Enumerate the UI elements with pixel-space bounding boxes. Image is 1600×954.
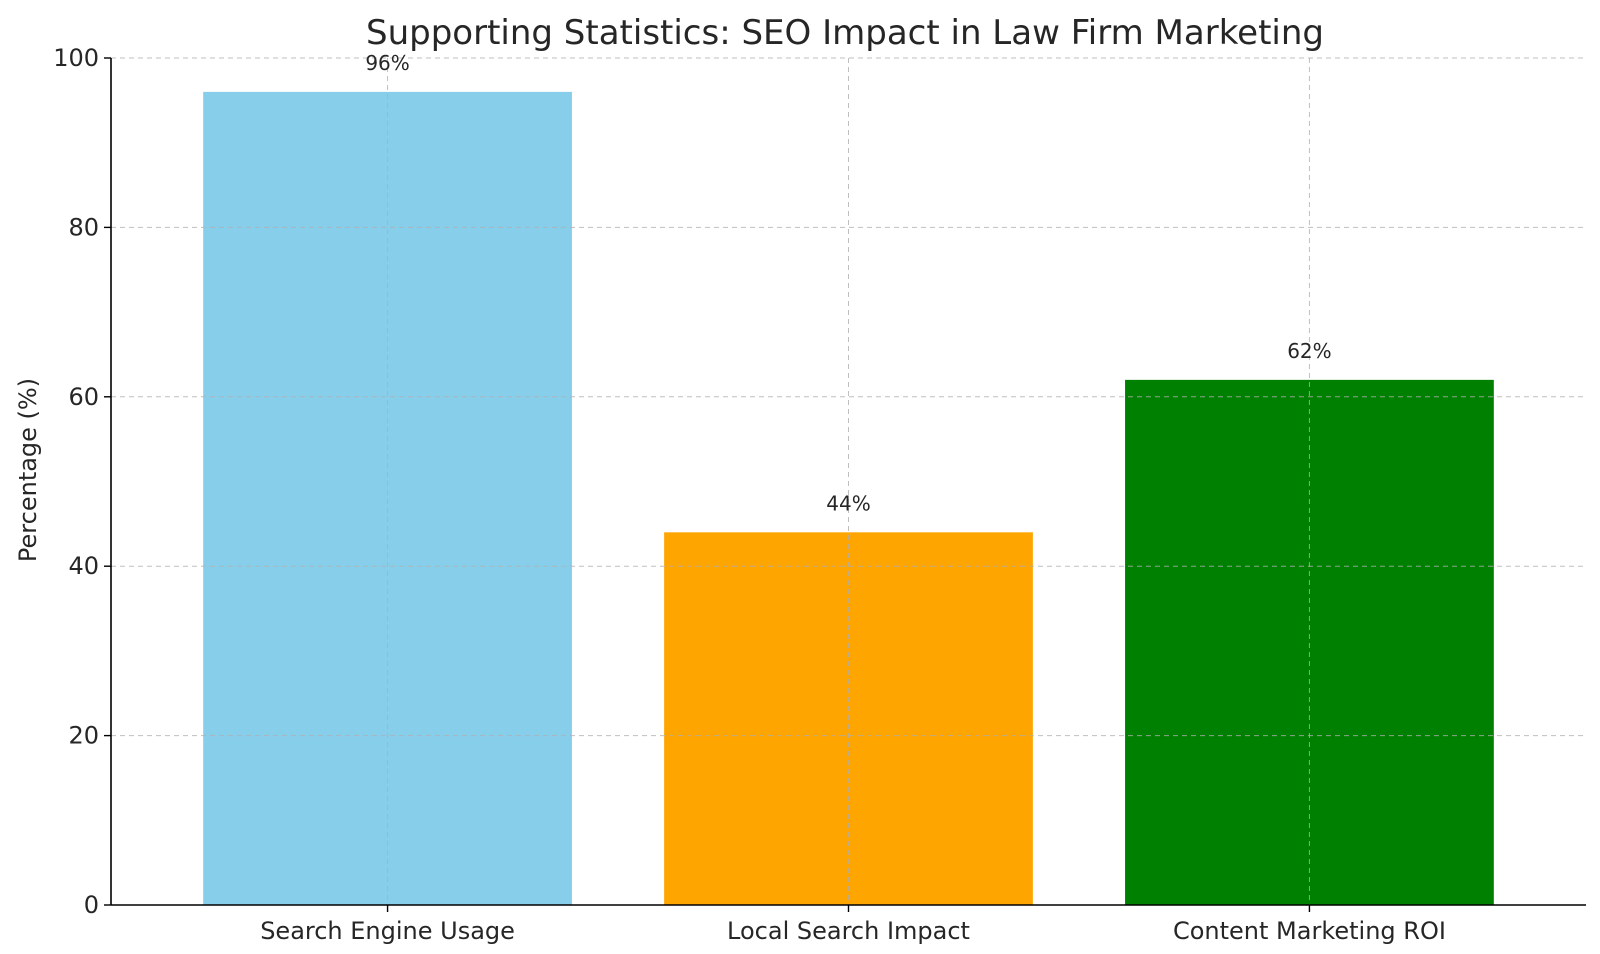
y-tick-label: 0 — [84, 891, 99, 919]
y-tick-label: 80 — [68, 213, 99, 241]
data-label: 96% — [365, 51, 409, 75]
y-axis-label: Percentage (%) — [14, 378, 42, 562]
y-tick-label: 100 — [53, 44, 99, 72]
y-tick-label: 40 — [68, 552, 99, 580]
x-tick-label: Content Marketing ROI — [1173, 917, 1446, 945]
axes-layer — [104, 57, 1586, 912]
grid-layer — [111, 57, 1586, 905]
data-label: 44% — [826, 491, 870, 515]
y-tick-label: 60 — [68, 383, 99, 411]
x-tick-label: Local Search Impact — [727, 917, 970, 945]
data-label: 62% — [1287, 339, 1331, 363]
chart-title: Supporting Statistics: SEO Impact in Law… — [366, 13, 1324, 53]
y-tick-label: 20 — [68, 722, 99, 750]
x-tick-label: Search Engine Usage — [260, 917, 515, 945]
labels-layer: 0 20 40 60 80 100 Search Engine Usage 96% Local … — [53, 44, 1446, 945]
